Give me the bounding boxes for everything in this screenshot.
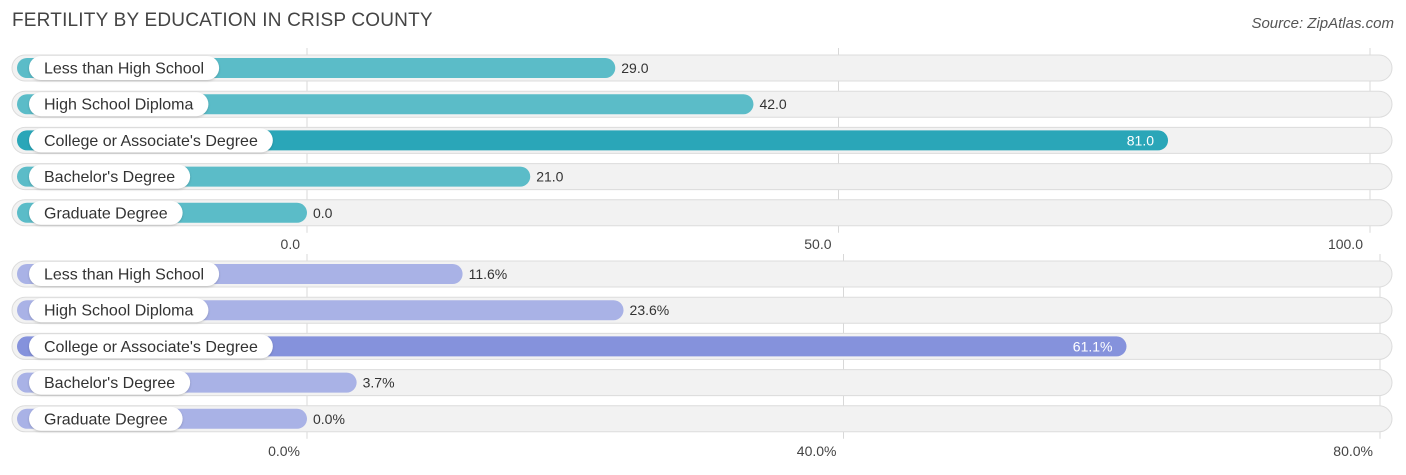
category-pill	[29, 128, 273, 153]
row-track	[11, 369, 1393, 397]
tick-label: 50.0	[804, 236, 831, 252]
category-label: College or Associate's Degree	[44, 133, 258, 150]
category-label: High School Diploma	[44, 97, 194, 114]
tick-label: 80.0%	[1333, 443, 1373, 459]
category-pill	[29, 92, 209, 117]
tick-label: 40.0%	[797, 443, 837, 459]
category-pill	[29, 262, 220, 286]
category-pill	[29, 298, 209, 323]
category-label: High School Diploma	[44, 303, 194, 320]
category-label: Less than High School	[44, 267, 204, 284]
tick-label: 0.0	[281, 236, 301, 252]
value-label: 21.0	[536, 169, 563, 185]
value-label: 23.6%	[630, 302, 670, 318]
category-pill	[29, 406, 183, 431]
tick-label: 0.0%	[268, 443, 300, 459]
value-label: 0.0%	[313, 411, 345, 427]
bar[interactable]	[17, 130, 1169, 151]
category-label: Graduate Degree	[44, 411, 168, 428]
value-label: 42.0	[759, 96, 786, 112]
category-pill	[29, 200, 183, 225]
value-label: 81.0	[1127, 132, 1154, 148]
category-label: Bachelor's Degree	[44, 375, 175, 392]
bar[interactable]	[17, 336, 1127, 357]
category-label: Graduate Degree	[44, 205, 168, 222]
tick-label: 100.0	[1328, 236, 1363, 252]
category-label: College or Associate's Degree	[44, 339, 258, 356]
chart-title: FERTILITY BY EDUCATION IN CRISP COUNTY	[12, 10, 433, 31]
row-track	[11, 199, 1393, 227]
value-label: 0.0	[313, 205, 333, 221]
value-label: 29.0	[621, 60, 648, 76]
category-label: Bachelor's Degree	[44, 169, 175, 186]
category-label: Less than High School	[44, 61, 204, 78]
category-pill	[29, 334, 273, 359]
value-label: 3.7%	[363, 375, 395, 391]
source-label: Source: ZipAtlas.com	[1251, 15, 1394, 32]
category-pill	[29, 56, 220, 80]
category-pill	[29, 164, 191, 189]
value-label: 61.1%	[1073, 338, 1113, 354]
category-pill	[29, 370, 191, 395]
value-label: 11.6%	[469, 266, 508, 282]
row-track	[11, 405, 1393, 433]
